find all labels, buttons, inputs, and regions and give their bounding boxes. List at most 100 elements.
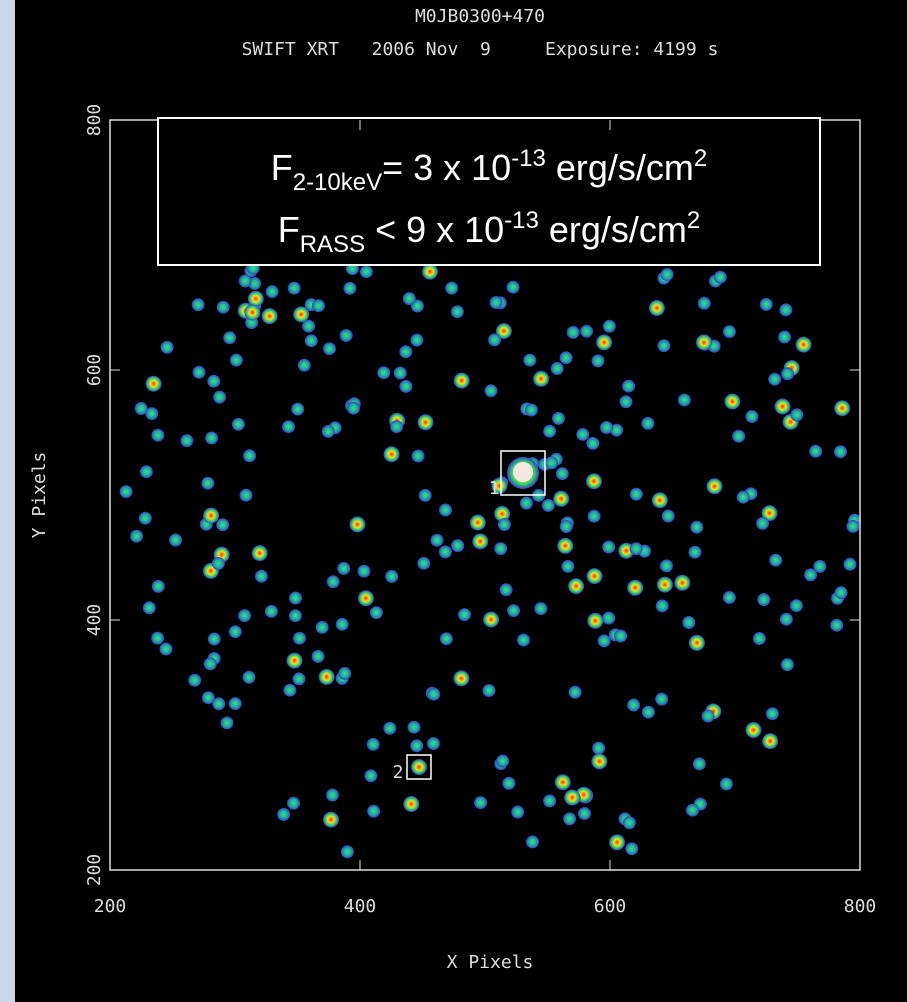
source-blob [775, 399, 791, 415]
source-blob [422, 264, 438, 280]
source-blob [689, 546, 702, 559]
source-blob [781, 658, 794, 671]
source-blob [580, 325, 593, 338]
source-blob [602, 612, 615, 625]
source-blob [265, 605, 278, 618]
source-blob [458, 608, 471, 621]
x-axis-label: X Pixels [447, 952, 534, 973]
source-blob [445, 282, 458, 295]
source-blob [377, 366, 390, 379]
source-blob [567, 326, 580, 339]
source-blob [587, 568, 603, 584]
source-blob [213, 391, 226, 404]
source-blob [370, 606, 383, 619]
source-blob [696, 334, 712, 350]
source-blob [323, 342, 336, 355]
source-blob [614, 630, 627, 643]
source-blob [326, 789, 339, 802]
source-blob [288, 282, 301, 295]
source-blob [592, 742, 605, 755]
flux-symbol: F [278, 209, 300, 250]
source-blob [431, 534, 444, 547]
y-tick-label: 200 [84, 854, 105, 887]
source-blob [240, 489, 253, 502]
source-blob [630, 488, 643, 501]
source-blob [343, 282, 356, 295]
source-blob [533, 371, 549, 387]
source-blob [781, 367, 794, 380]
source-blob [702, 710, 715, 723]
source-blob [287, 797, 300, 810]
source-blob [603, 320, 616, 333]
source-blob [323, 812, 339, 828]
source-blob [656, 599, 669, 612]
source-blob [507, 281, 520, 294]
source-blob [520, 497, 533, 510]
source-blob [408, 721, 421, 734]
source-blob [283, 684, 296, 697]
source-blob [410, 739, 423, 752]
source-blob [403, 292, 416, 305]
source-blob [229, 697, 242, 710]
source-blob [560, 351, 573, 364]
bright-core [513, 462, 533, 482]
source-blob [327, 575, 340, 588]
source-blob [560, 520, 573, 533]
subtitle: SWIFT XRT 2006 Nov 9 Exposure: 4199 s [242, 39, 719, 60]
source-blob [682, 616, 695, 629]
source-blob [470, 515, 486, 531]
source-blob [602, 541, 615, 554]
flux-unit: erg/s/cm [539, 209, 687, 250]
source-blob [221, 716, 234, 729]
flux-symbol: F [271, 147, 293, 188]
source-blob [835, 586, 848, 599]
source-blob [418, 414, 434, 430]
source-blob [847, 520, 860, 533]
source-blob [364, 769, 377, 782]
source-blob [336, 618, 349, 631]
source-blob [474, 796, 487, 809]
source-blob [151, 632, 164, 645]
source-blob [790, 408, 803, 421]
source-blob [358, 590, 374, 606]
source-blob [212, 697, 225, 710]
source-blob [399, 380, 412, 393]
source-blob [723, 591, 736, 604]
source-blob [724, 394, 740, 410]
source-blob [555, 774, 571, 790]
source-blob [287, 653, 303, 669]
source-blob [568, 578, 584, 594]
source-blob [204, 657, 217, 670]
source-blob [291, 403, 304, 416]
source-blob [723, 325, 736, 338]
source-blob [500, 583, 513, 596]
source-blob [341, 845, 354, 858]
source-blob [340, 329, 353, 342]
source-blob [737, 491, 750, 504]
source-blob [188, 674, 201, 687]
source-blob [779, 303, 792, 316]
flux-unit: erg/s/cm [546, 147, 694, 188]
source-blob [427, 737, 440, 750]
source-blob [586, 437, 599, 450]
flux-subscript: RASS [300, 231, 365, 258]
source-blob [655, 693, 668, 706]
source-blob [693, 757, 706, 770]
source-blob [490, 296, 503, 309]
source-blob [517, 634, 530, 647]
source-blob [707, 478, 723, 494]
flux-value: = 3 x 10 [382, 147, 511, 188]
source-blob [140, 465, 153, 478]
source-blob [502, 777, 515, 790]
source-blob [756, 517, 769, 530]
source-blob [523, 354, 536, 367]
source-blob [564, 790, 580, 806]
source-blob [145, 407, 158, 420]
source-blob [305, 334, 318, 347]
x-tick-label: 200 [94, 896, 127, 917]
source-blob [410, 334, 423, 347]
source-blob [778, 331, 791, 344]
source-blob [561, 560, 574, 573]
source-blob [543, 794, 556, 807]
unit-exponent: 2 [687, 207, 700, 234]
